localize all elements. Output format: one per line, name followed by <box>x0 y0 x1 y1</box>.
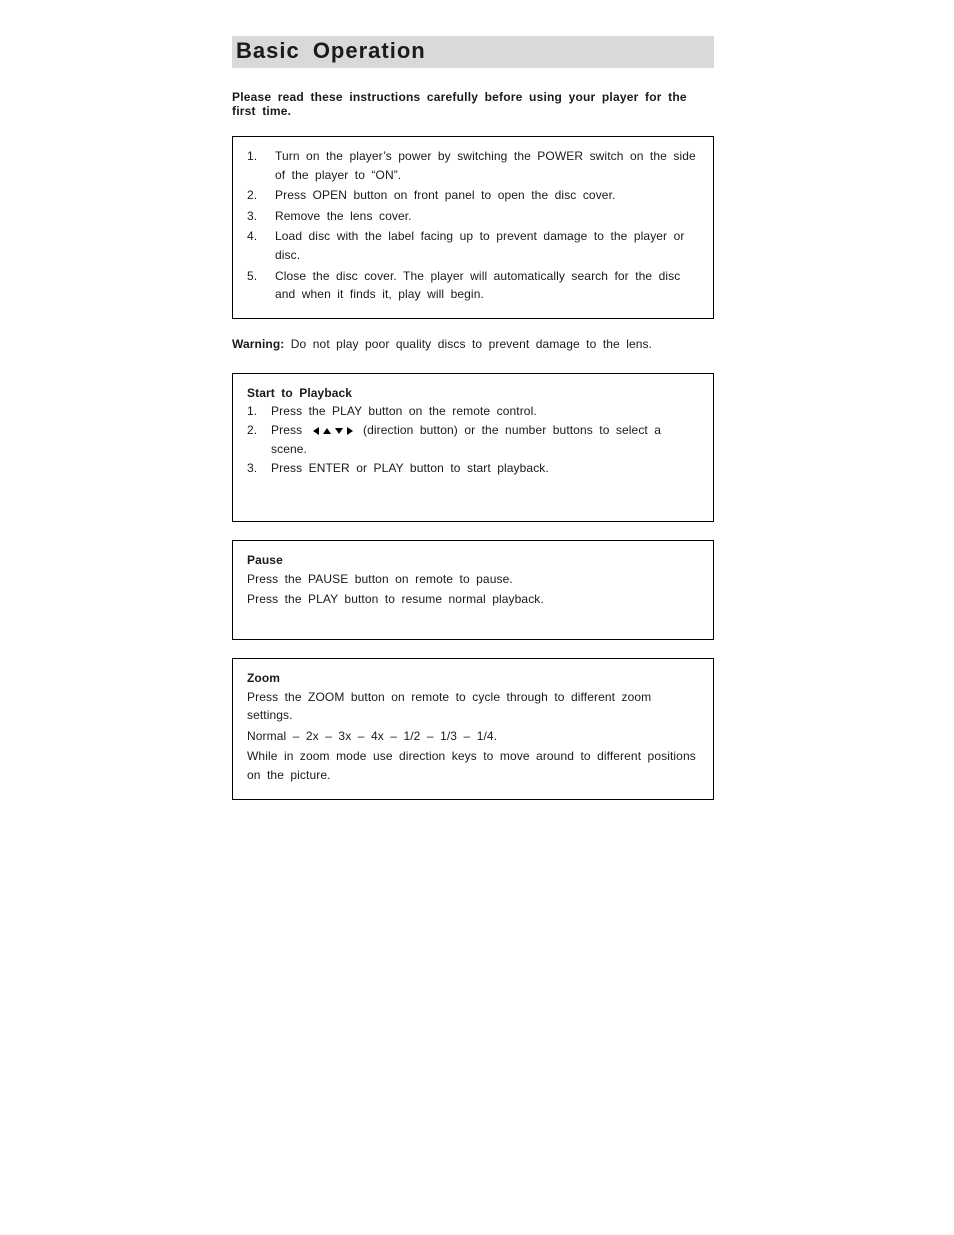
warning-label: Warning: <box>232 337 284 351</box>
warning-text: Do not play poor quality discs to preven… <box>284 337 652 351</box>
content-column: Basic Operation Please read these instru… <box>232 36 714 818</box>
pause-box: Pause Press the PAUSE button on remote t… <box>232 540 714 640</box>
playback-text: Press (direction button) or the number b… <box>271 421 699 459</box>
step-item: 1.Turn on the player’s power by switchin… <box>247 147 699 184</box>
manual-page: Basic Operation Please read these instru… <box>0 0 954 1235</box>
step-text: Remove the lens cover. <box>275 207 699 226</box>
step-number: 2. <box>247 186 275 205</box>
pause-line: Press the PLAY button to resume normal p… <box>247 590 699 609</box>
playback-number: 1. <box>247 402 271 421</box>
step-number: 3. <box>247 207 275 226</box>
zoom-line: Press the ZOOM button on remote to cycle… <box>247 688 699 725</box>
down-arrow-icon <box>335 428 343 434</box>
section-title-bar: Basic Operation <box>232 36 714 68</box>
step-number: 4. <box>247 227 275 264</box>
steps-box: 1.Turn on the player’s power by switchin… <box>232 136 714 319</box>
right-arrow-icon <box>347 427 353 435</box>
playback-title: Start to Playback <box>247 384 699 403</box>
direction-arrows-icon <box>311 421 355 440</box>
playback-text: Press ENTER or PLAY button to start play… <box>271 459 699 478</box>
step-item: 2.Press OPEN button on front panel to op… <box>247 186 699 205</box>
step-text: Load disc with the label facing up to pr… <box>275 227 699 264</box>
playback-item: 2.Press (direction button) or the number… <box>247 421 699 459</box>
zoom-line: Normal – 2x – 3x – 4x – 1/2 – 1/3 – 1/4. <box>247 727 699 746</box>
zoom-box: Zoom Press the ZOOM button on remote to … <box>232 658 714 800</box>
step-number: 5. <box>247 267 275 304</box>
steps-list: 1.Turn on the player’s power by switchin… <box>247 147 699 304</box>
step-text: Close the disc cover. The player will au… <box>275 267 699 304</box>
left-arrow-icon <box>313 427 319 435</box>
up-arrow-icon <box>323 428 331 434</box>
playback-item: 3.Press ENTER or PLAY button to start pl… <box>247 459 699 478</box>
intro-text: Please read these instructions carefully… <box>232 90 714 118</box>
step-text: Turn on the player’s power by switching … <box>275 147 699 184</box>
step-number: 1. <box>247 147 275 184</box>
playback-item: 1.Press the PLAY button on the remote co… <box>247 402 699 421</box>
playback-number: 3. <box>247 459 271 478</box>
step-item: 3.Remove the lens cover. <box>247 207 699 226</box>
pause-line: Press the PAUSE button on remote to paus… <box>247 570 699 589</box>
zoom-lines: Press the ZOOM button on remote to cycle… <box>247 688 699 785</box>
step-item: 5.Close the disc cover. The player will … <box>247 267 699 304</box>
pause-lines: Press the PAUSE button on remote to paus… <box>247 570 699 609</box>
playback-number: 2. <box>247 421 271 459</box>
playback-box: Start to Playback 1.Press the PLAY butto… <box>232 373 714 523</box>
step-item: 4.Load disc with the label facing up to … <box>247 227 699 264</box>
zoom-title: Zoom <box>247 669 699 688</box>
pause-title: Pause <box>247 551 699 570</box>
step-text: Press OPEN button on front panel to open… <box>275 186 699 205</box>
warning-line: Warning: Do not play poor quality discs … <box>232 337 714 351</box>
section-title: Basic Operation <box>236 38 714 64</box>
zoom-line: While in zoom mode use direction keys to… <box>247 747 699 784</box>
playback-list: 1.Press the PLAY button on the remote co… <box>247 402 699 477</box>
playback-text: Press the PLAY button on the remote cont… <box>271 402 699 421</box>
